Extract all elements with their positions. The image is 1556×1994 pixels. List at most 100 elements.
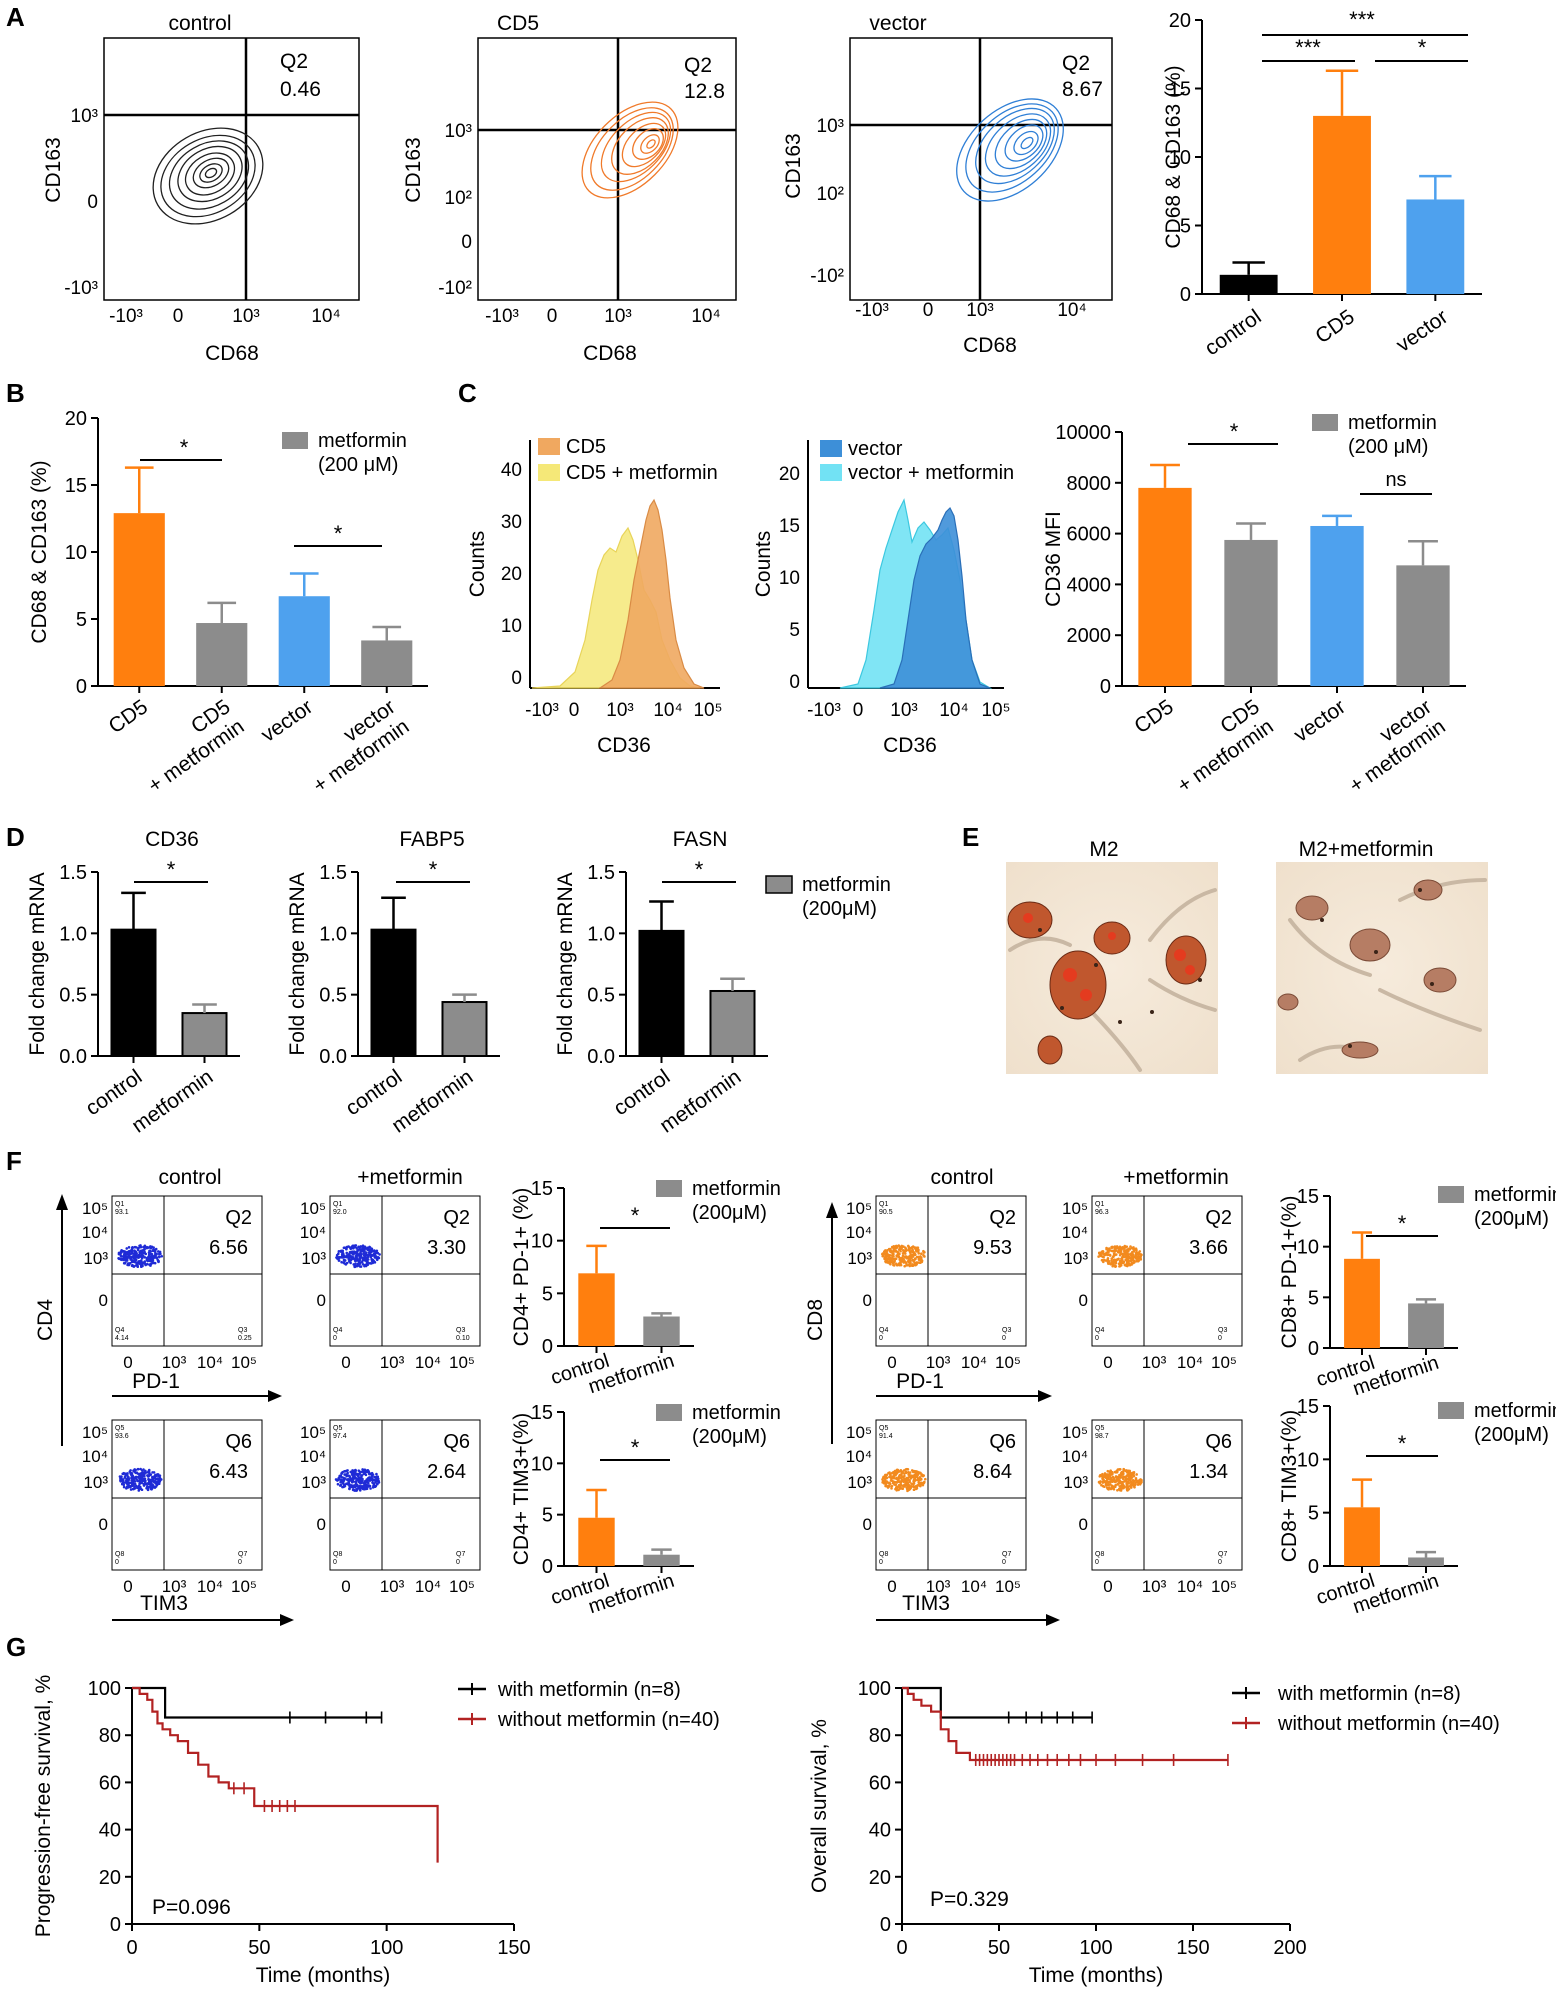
- event-dot: [135, 1484, 138, 1488]
- x-axis-label: CD36: [597, 734, 651, 757]
- y-tick-label: 15: [1169, 79, 1191, 101]
- event-dot: [133, 1260, 137, 1263]
- x-tick-label: 10⁴: [197, 1577, 223, 1596]
- panel-label-c: C: [458, 378, 477, 408]
- event-dot: [1134, 1253, 1138, 1256]
- y-tick: 0: [461, 232, 472, 253]
- event-dot: [362, 1470, 366, 1473]
- sig-label: *: [1398, 1431, 1407, 1456]
- event-dot: [358, 1471, 362, 1474]
- x-tick: 0: [569, 700, 580, 721]
- legend-label: CD5 + metformin: [566, 462, 718, 484]
- event-dot: [337, 1250, 341, 1253]
- event-dot: [1102, 1474, 1106, 1478]
- y-axis-label: CD68 & CD163 (%): [28, 460, 51, 643]
- y-tick-label: 0: [542, 1336, 553, 1358]
- event-dot: [908, 1471, 912, 1474]
- event-dot: [899, 1249, 902, 1253]
- event-dot: [374, 1255, 378, 1258]
- x-tick-label: 10³: [380, 1353, 405, 1372]
- event-dot: [363, 1487, 366, 1491]
- category-label: vector: [1392, 305, 1452, 357]
- event-dot: [142, 1251, 145, 1255]
- event-dot: [338, 1255, 341, 1259]
- event-dot: [139, 1487, 143, 1491]
- event-dot: [143, 1260, 147, 1263]
- event-dot: [1125, 1483, 1129, 1486]
- x-tick-label: 0: [896, 1937, 907, 1959]
- y-tick: 20: [779, 464, 800, 485]
- y-tick: 0: [87, 192, 98, 213]
- event-dot: [913, 1479, 917, 1482]
- event-dot: [1102, 1255, 1105, 1259]
- x-tick-label: 10⁴: [961, 1353, 987, 1372]
- event-dot: [152, 1471, 156, 1474]
- event-dot: [133, 1485, 136, 1489]
- event-dot: [340, 1260, 343, 1264]
- event-dot: [1118, 1468, 1122, 1471]
- event-dot: [350, 1480, 354, 1484]
- event-dot: [912, 1482, 915, 1486]
- quadrant-mini-value: 0: [456, 1559, 460, 1566]
- category-label-line: vector: [1290, 695, 1350, 747]
- a-flow-control: control Q2 0.46 10³ 0 -10³ -10³ 0 10³ 10…: [42, 12, 360, 365]
- event-dot: [1131, 1481, 1135, 1485]
- y-tick-label: 10⁴: [1062, 1223, 1088, 1242]
- bar: [709, 989, 756, 1058]
- event-dot: [139, 1251, 142, 1255]
- event-dot: [141, 1469, 144, 1472]
- y-tick-label: 100: [858, 1678, 891, 1700]
- event-dot: [372, 1259, 376, 1263]
- x-tick-label: 200: [1273, 1937, 1306, 1959]
- event-dot: [1113, 1253, 1116, 1257]
- x-tick-label: 10³: [926, 1577, 951, 1596]
- legend-label: metformin: [802, 874, 891, 896]
- event-dot: [342, 1478, 345, 1481]
- quadrant-value: 9.53: [973, 1237, 1012, 1259]
- y-tick-label: 20: [65, 408, 87, 430]
- y-tick: 10³: [71, 106, 98, 127]
- y-tick: -10³: [64, 278, 98, 299]
- legend-label: without metformin (n=40): [497, 1709, 720, 1731]
- event-dot: [917, 1479, 921, 1482]
- event-dot: [364, 1473, 368, 1477]
- event-dot: [365, 1487, 369, 1491]
- event-dot: [1119, 1250, 1122, 1254]
- event-dot: [903, 1255, 907, 1258]
- event-dot: [1118, 1488, 1122, 1492]
- event-dot: [1113, 1250, 1117, 1253]
- event-dot: [351, 1478, 355, 1482]
- event-dot: [896, 1485, 899, 1489]
- event-dot: [885, 1480, 889, 1483]
- event-dot: [142, 1248, 146, 1252]
- event-dot: [128, 1484, 131, 1488]
- event-dot: [907, 1245, 911, 1249]
- f-col-title: +metformin: [1123, 1166, 1229, 1189]
- event-dot: [1127, 1247, 1131, 1250]
- d-title-cd36: CD36: [145, 828, 199, 851]
- event-dot: [885, 1250, 888, 1253]
- category-label: vector: [257, 695, 317, 747]
- event-dot: [357, 1473, 361, 1476]
- event-dot: [1111, 1264, 1115, 1268]
- y-tick-label: 10⁴: [1062, 1447, 1088, 1466]
- sig-label: *: [1230, 419, 1239, 444]
- event-dot: [911, 1245, 915, 1248]
- x-tick: -10³: [855, 300, 889, 321]
- quadrant-value: 2.64: [427, 1461, 466, 1483]
- quadrant-value: 1.34: [1189, 1461, 1228, 1483]
- event-dot: [905, 1249, 908, 1252]
- event-dot: [359, 1486, 363, 1490]
- event-dot: [902, 1480, 906, 1483]
- event-dot: [919, 1256, 923, 1259]
- legend-label: metformin: [318, 430, 407, 452]
- y-axis-label: CD163: [42, 137, 65, 202]
- bar: [361, 640, 413, 686]
- event-dot: [1125, 1469, 1128, 1472]
- event-dot: [153, 1476, 157, 1480]
- legend-label: CD5: [566, 436, 606, 458]
- event-dot: [915, 1484, 919, 1488]
- event-dot: [1124, 1255, 1128, 1259]
